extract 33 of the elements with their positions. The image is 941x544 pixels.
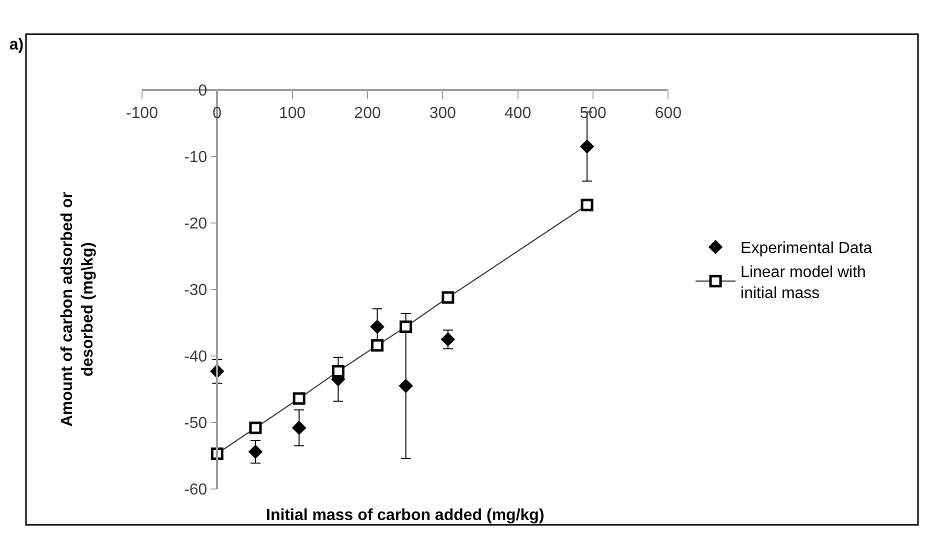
point [332, 365, 344, 378]
point [292, 420, 306, 435]
legend-label: Linear model with initial mass [740, 264, 866, 302]
point [440, 332, 456, 347]
chart-title: a) [9, 36, 24, 54]
x-tick-label: 300 [429, 104, 456, 122]
point [400, 320, 412, 333]
legend-label: Experimental Data [740, 240, 872, 258]
x-tick-label: 400 [504, 104, 532, 122]
point [580, 139, 594, 154]
point [248, 444, 263, 459]
x-tick-label: 100 [278, 104, 306, 122]
y-tick-label: -30 [184, 282, 208, 300]
point [249, 422, 262, 434]
y-tick-label: -20 [184, 216, 208, 233]
point [442, 291, 454, 304]
point [398, 378, 413, 394]
y-tick-label: -40 [184, 348, 208, 366]
x-tick-label: 0 [212, 104, 222, 122]
y-tick-label: -50 [184, 415, 208, 432]
point [292, 392, 306, 405]
y-tick-label: 0 [198, 82, 208, 100]
x-tick-label: -100 [126, 104, 158, 122]
point [580, 198, 594, 212]
x-tick-label: 500 [580, 104, 607, 122]
y-tick-label: -60 [184, 482, 208, 499]
x-axis-title: Initial mass of carbon added (mg/kg) [266, 507, 544, 524]
x-tick-label: 200 [354, 104, 381, 122]
point [370, 320, 384, 334]
x-tick-label: 600 [654, 104, 682, 122]
y-axis-title: Amount of carbon adsorbed or desorbed (mg\kg) [58, 192, 97, 427]
y-tick-label: -10 [184, 149, 208, 166]
point [371, 339, 384, 352]
